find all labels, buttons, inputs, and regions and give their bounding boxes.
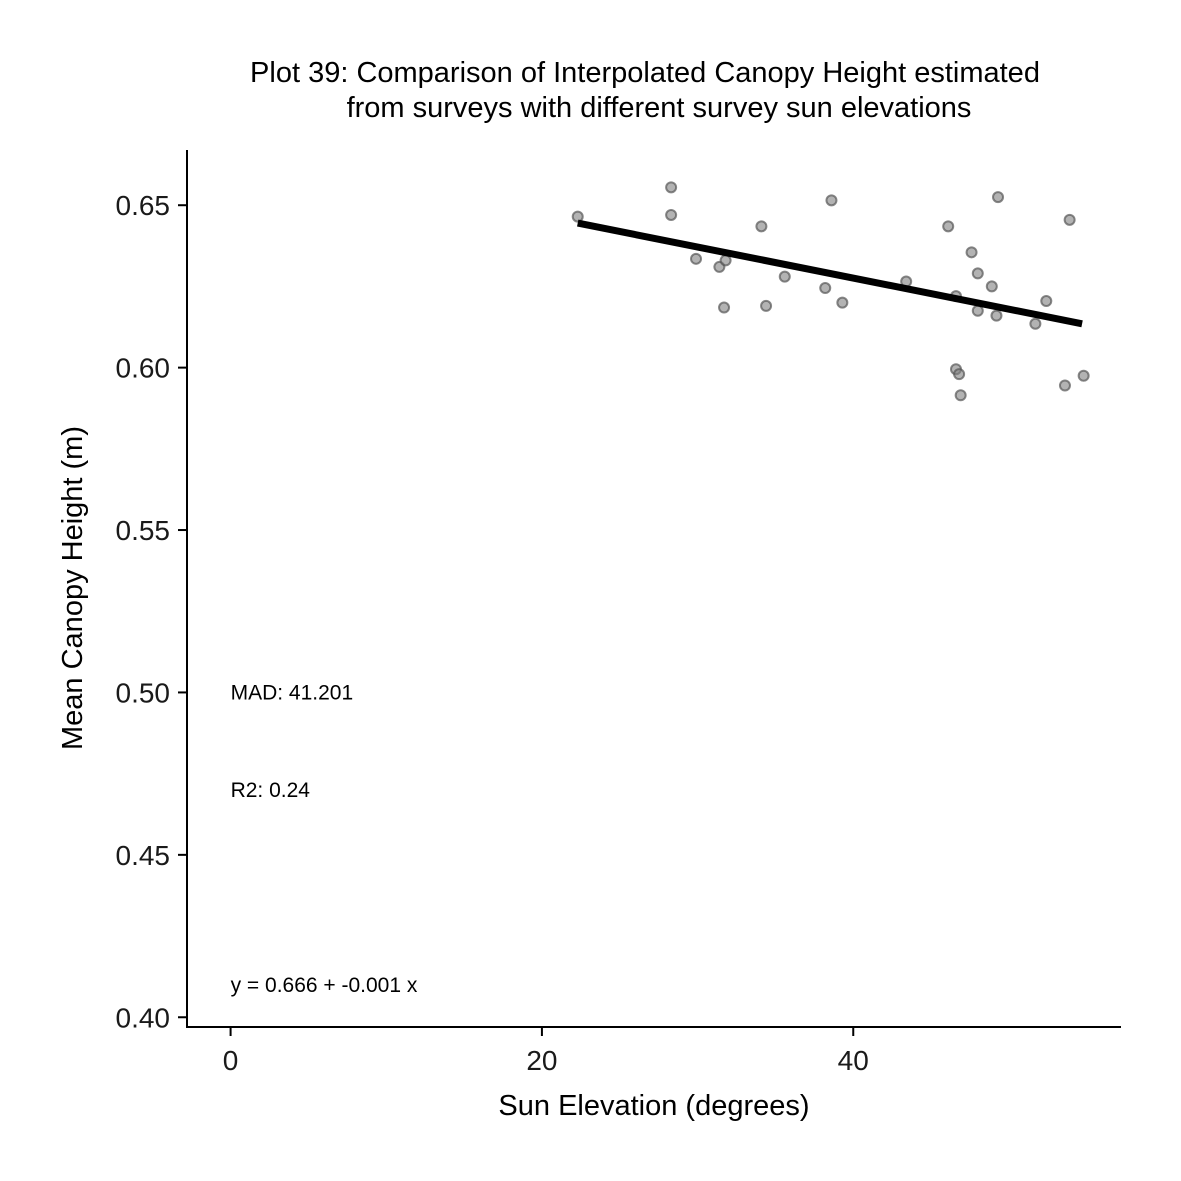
y-tick-label: 0.40 xyxy=(116,1002,171,1033)
y-axis-label: Mean Canopy Height (m) xyxy=(57,426,89,750)
annotation-text: R2: 0.24 xyxy=(231,779,311,802)
y-tick-label: 0.65 xyxy=(116,190,171,221)
data-point xyxy=(825,194,838,207)
x-tick-label: 20 xyxy=(526,1045,557,1076)
data-point xyxy=(971,304,984,317)
y-tick-label: 0.60 xyxy=(116,353,171,384)
y-axis-ticks: 0.40 0.45 0.50 0.55 0.60 0.65 xyxy=(116,190,187,1033)
fit-line-group xyxy=(577,219,1083,328)
data-point xyxy=(942,220,955,233)
chart-title-line-2: from surveys with different survey sun e… xyxy=(347,92,972,124)
data-point xyxy=(992,191,1005,204)
data-point xyxy=(760,299,773,312)
data-point xyxy=(819,282,832,295)
data-point xyxy=(990,309,1003,322)
data-points xyxy=(571,181,1090,402)
chart-title: Plot 39: Comparison of Interpolated Cano… xyxy=(250,57,1040,124)
data-point xyxy=(985,280,998,293)
chart-title-line-1: Plot 39: Comparison of Interpolated Cano… xyxy=(250,57,1040,89)
data-point xyxy=(665,208,678,221)
data-point xyxy=(690,252,703,265)
data-point xyxy=(965,246,978,259)
annotation-text: MAD: 41.201 xyxy=(231,681,354,704)
y-tick-label: 0.45 xyxy=(116,840,171,871)
data-point xyxy=(953,368,966,381)
x-axis-label: Sun Elevation (degrees) xyxy=(498,1090,809,1122)
annotation-text: y = 0.666 + -0.001 x xyxy=(231,974,418,997)
y-tick-label: 0.50 xyxy=(116,677,171,708)
y-tick-label: 0.55 xyxy=(116,515,171,546)
x-axis-ticks: 0 20 40 xyxy=(223,1027,869,1076)
x-tick-label: 0 xyxy=(223,1045,239,1076)
data-point xyxy=(1029,317,1042,330)
data-point xyxy=(755,220,768,233)
data-point xyxy=(571,210,584,223)
data-point xyxy=(971,267,984,280)
regression-line xyxy=(577,219,1083,328)
data-point xyxy=(665,181,678,194)
data-point xyxy=(1058,379,1071,392)
data-point xyxy=(1077,369,1090,382)
data-point xyxy=(836,296,849,309)
x-tick-label: 40 xyxy=(838,1045,869,1076)
data-point xyxy=(1040,295,1053,308)
data-point xyxy=(719,254,732,267)
data-point xyxy=(778,270,791,283)
annotations: MAD: 41.201 R2: 0.24 y = 0.666 + -0.001 x xyxy=(231,681,418,996)
data-point xyxy=(954,389,967,402)
data-point xyxy=(718,301,731,314)
data-point xyxy=(1063,213,1076,226)
